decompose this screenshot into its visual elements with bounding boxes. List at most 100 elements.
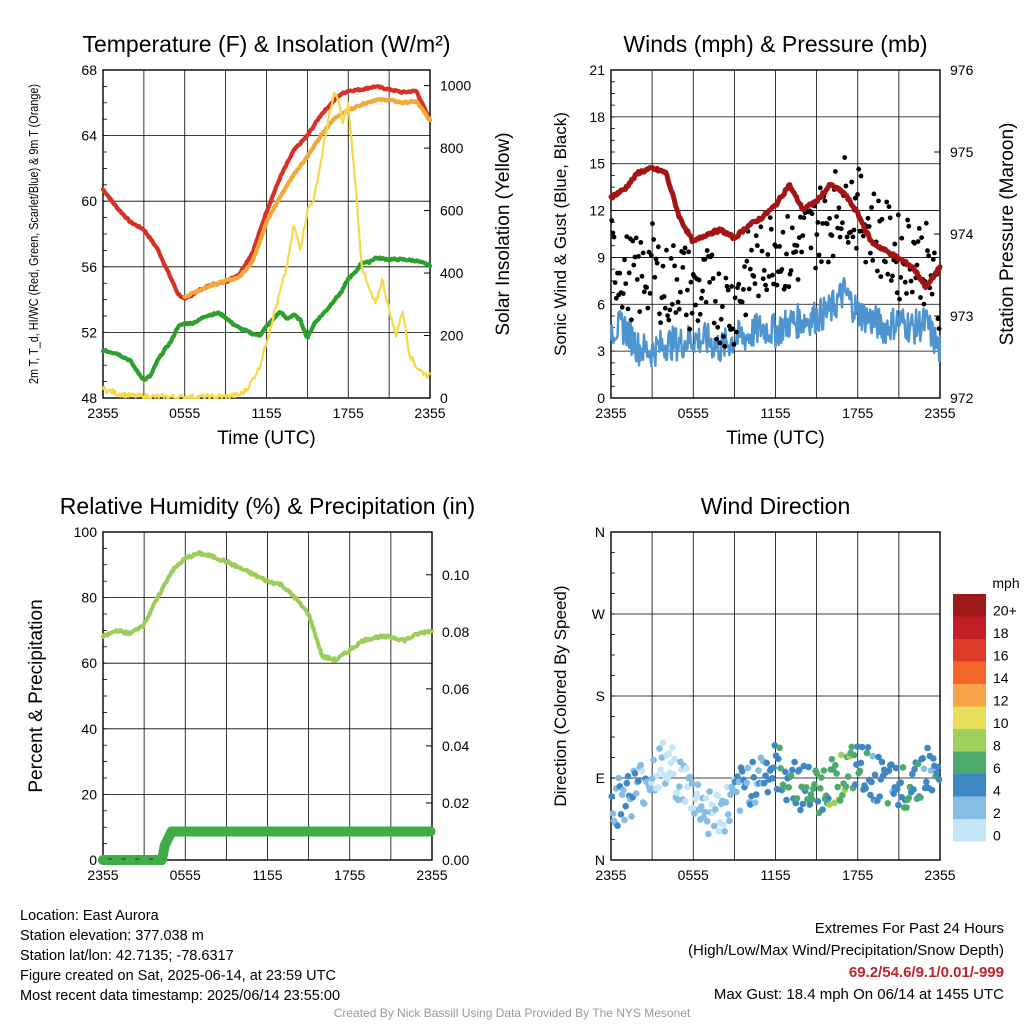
gust-point (793, 249, 799, 255)
gust-point (921, 301, 927, 307)
gust-point (732, 295, 738, 301)
gust-point (785, 214, 790, 219)
gust-point (808, 245, 814, 251)
x-tick-label: 1155 (251, 405, 281, 421)
direction-point (917, 794, 924, 801)
direction-point (842, 783, 850, 790)
direction-point (702, 794, 710, 802)
y-tick-label: E (596, 770, 605, 786)
precip-line (98, 826, 436, 865)
gust-point (731, 341, 737, 347)
gust-point (707, 279, 712, 285)
legend-label: 12 (993, 692, 1009, 708)
direction-point (664, 775, 671, 782)
direction-point (769, 775, 776, 782)
gust-point (787, 271, 793, 277)
precip-point (98, 855, 108, 865)
gust-point (658, 320, 663, 326)
x-tick-label: 2355 (595, 867, 626, 883)
gust-point (631, 262, 637, 268)
direction-point (722, 799, 730, 806)
gust-point (722, 343, 728, 349)
gust-point (888, 278, 894, 283)
gust-point (702, 256, 708, 262)
gust-point (729, 284, 735, 289)
direction-point (670, 770, 677, 778)
gust-point (625, 306, 631, 312)
direction-point (868, 778, 875, 786)
gust-point (834, 214, 839, 220)
y-tick-label: 0 (597, 390, 605, 406)
direction-point (785, 784, 793, 791)
y-tick-label: 100 (74, 524, 98, 540)
humidity-line (101, 550, 434, 663)
gust-point (753, 233, 759, 239)
speed-legend: mph 20+ 18 16 14 12 10 8 6 4 2 0 (953, 575, 1020, 843)
y-tick-label: N (595, 852, 605, 868)
y-tick-label: 12 (589, 203, 605, 219)
direction-point (864, 744, 872, 751)
gust-point (671, 243, 676, 249)
plot-frame (102, 531, 433, 861)
gust-point (613, 295, 619, 301)
gust-point (620, 291, 626, 296)
gust-point (822, 198, 828, 204)
direction-point (686, 773, 694, 781)
gust-point (623, 281, 629, 286)
direction-point (617, 811, 625, 818)
y-tick-label: N (595, 524, 605, 540)
direction-point (669, 744, 676, 751)
info-created: Figure created on Sat, 2025-06-14, at 23… (20, 968, 336, 984)
direction-point (615, 774, 622, 782)
x-tick-label: 1755 (842, 405, 873, 421)
direction-point (671, 755, 678, 763)
gust-point (763, 282, 768, 288)
direction-point (903, 804, 910, 811)
gust-point (661, 294, 667, 299)
direction-point (653, 772, 661, 780)
gust-point (929, 291, 935, 297)
direction-point (862, 785, 869, 792)
gust-point (644, 285, 649, 290)
gust-point (837, 234, 843, 240)
direction-point (691, 810, 698, 817)
y2-tick-label: 800 (440, 140, 464, 156)
gust-point (637, 309, 643, 315)
extremes-title: Extremes For Past 24 Hours (814, 920, 1004, 937)
direction-point (751, 799, 759, 806)
gust-point (800, 233, 806, 239)
direction-point (777, 765, 784, 772)
x-tick-label: 0555 (169, 405, 200, 421)
x-tick-label: 0555 (170, 867, 201, 883)
gust-point (760, 276, 766, 282)
gust-point (693, 302, 698, 308)
gust-point (758, 224, 764, 230)
gust-point (667, 307, 673, 313)
legend-label: 20+ (993, 602, 1017, 618)
y2-axis-label: Station Pressure (Maroon) (997, 123, 1018, 346)
direction-point (665, 750, 673, 757)
gust-point (717, 340, 723, 346)
gust-point (754, 243, 760, 248)
legend-label: 0 (993, 827, 1001, 843)
gust-point (829, 233, 835, 239)
direction-point (708, 801, 716, 808)
gust-point (813, 265, 818, 271)
legend-swatch (953, 616, 986, 639)
gust-point (704, 248, 710, 253)
direction-point (806, 801, 814, 808)
y-tick-label: 80 (81, 590, 97, 606)
gust-point (768, 226, 774, 232)
gust-point (784, 251, 789, 257)
y2-tick-label: 0.00 (442, 852, 469, 868)
chart-panel-3: Relative Humidity (%) & Precipitation (i… (26, 493, 475, 883)
chart-title: Temperature (F) & Insolation (W/m²) (82, 31, 450, 57)
direction-point (789, 766, 796, 774)
direction-point (609, 810, 617, 817)
direction-point (676, 783, 683, 790)
direction-point (920, 765, 928, 773)
gust-point (761, 268, 767, 273)
gust-point (675, 299, 681, 305)
direction-point (714, 792, 721, 799)
gust-point (777, 244, 782, 249)
